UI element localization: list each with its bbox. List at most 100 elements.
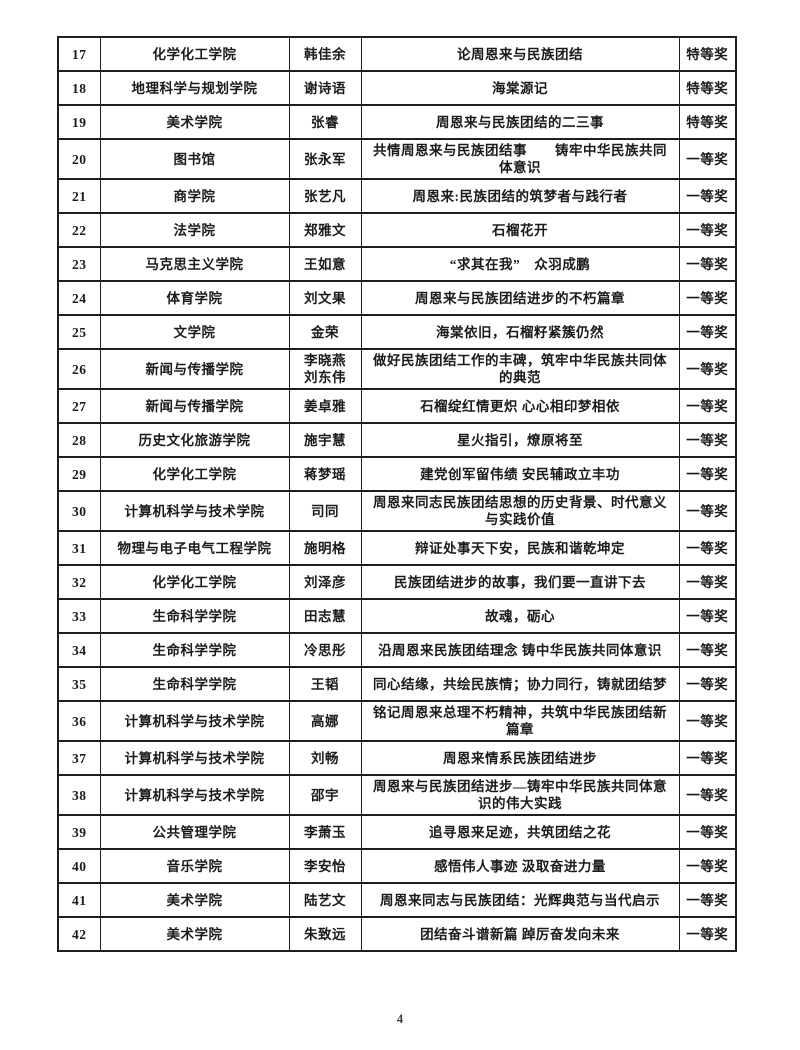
- cell-college: 化学化工学院: [99, 36, 290, 72]
- cell-seq: 30: [57, 490, 101, 532]
- cell-name: 张艺凡: [288, 178, 362, 214]
- cell-name: 李萧玉: [288, 814, 362, 850]
- cell-college: 生命科学学院: [99, 666, 290, 702]
- cell-seq: 31: [57, 530, 101, 566]
- cell-title: 星火指引，燎原将至: [360, 422, 680, 458]
- cell-college: 化学化工学院: [99, 456, 290, 492]
- cell-seq: 37: [57, 740, 101, 776]
- cell-seq: 33: [57, 598, 101, 634]
- cell-seq: 35: [57, 666, 101, 702]
- cell-seq: 36: [57, 700, 101, 742]
- cell-college: 体育学院: [99, 280, 290, 316]
- cell-seq: 32: [57, 564, 101, 600]
- cell-award: 一等奖: [678, 814, 737, 850]
- table-row: 27 新闻与传播学院 姜卓雅 石榴绽红情更炽 心心相印梦相依 一等奖: [57, 388, 737, 424]
- cell-award: 一等奖: [678, 422, 737, 458]
- cell-college: 化学化工学院: [99, 564, 290, 600]
- cell-award: 特等奖: [678, 36, 737, 72]
- cell-seq: 20: [57, 138, 101, 180]
- cell-title: 周恩来:民族团结的筑梦者与践行者: [360, 178, 680, 214]
- cell-seq: 34: [57, 632, 101, 668]
- cell-title: 周恩来同志与民族团结：光辉典范与当代启示: [360, 882, 680, 918]
- cell-title: 民族团结进步的故事，我们要一直讲下去: [360, 564, 680, 600]
- cell-title: 周恩来与民族团结进步的不朽篇章: [360, 280, 680, 316]
- cell-title: 石榴花开: [360, 212, 680, 248]
- cell-college: 文学院: [99, 314, 290, 350]
- cell-award: 一等奖: [678, 490, 737, 532]
- cell-name: 高娜: [288, 700, 362, 742]
- cell-seq: 22: [57, 212, 101, 248]
- page-number: 4: [396, 1012, 404, 1026]
- cell-college: 美术学院: [99, 916, 290, 952]
- cell-title: 做好民族团结工作的丰碑，筑牢中华民族共同体的典范: [360, 348, 680, 390]
- cell-college: 生命科学学院: [99, 598, 290, 634]
- cell-seq: 21: [57, 178, 101, 214]
- cell-title: 感悟伟人事迹 汲取奋进力量: [360, 848, 680, 884]
- cell-name: 陆艺文: [288, 882, 362, 918]
- cell-title: 共情周恩来与民族团结事 铸牢中华民族共同体意识: [360, 138, 680, 180]
- cell-seq: 27: [57, 388, 101, 424]
- cell-college: 地理科学与规划学院: [99, 70, 290, 106]
- cell-name: 王韬: [288, 666, 362, 702]
- cell-name: 冷思彤: [288, 632, 362, 668]
- cell-name: 谢诗语: [288, 70, 362, 106]
- cell-seq: 41: [57, 882, 101, 918]
- table-row: 26 新闻与传播学院 李晓燕 刘东伟 做好民族团结工作的丰碑，筑牢中华民族共同体…: [57, 348, 737, 390]
- cell-name: 司同: [288, 490, 362, 532]
- table-row: 22 法学院 郑雅文 石榴花开 一等奖: [57, 212, 737, 248]
- cell-name: 郑雅文: [288, 212, 362, 248]
- cell-award: 一等奖: [678, 700, 737, 742]
- cell-award: 一等奖: [678, 178, 737, 214]
- cell-title: 建党创军留伟绩 安民辅政立丰功: [360, 456, 680, 492]
- table-row: 38 计算机科学与技术学院 邵宇 周恩来与民族团结进步—铸牢中华民族共同体意识的…: [57, 774, 737, 816]
- cell-name: 张永军: [288, 138, 362, 180]
- cell-seq: 24: [57, 280, 101, 316]
- cell-title: 周恩来与民族团结进步—铸牢中华民族共同体意识的伟大实践: [360, 774, 680, 816]
- cell-award: 一等奖: [678, 212, 737, 248]
- cell-title: 辩证处事天下安，民族和谐乾坤定: [360, 530, 680, 566]
- cell-name: 施宇慧: [288, 422, 362, 458]
- cell-college: 公共管理学院: [99, 814, 290, 850]
- cell-college: 生命科学学院: [99, 632, 290, 668]
- cell-seq: 39: [57, 814, 101, 850]
- award-table: 17 化学化工学院 韩佳余 论周恩来与民族团结 特等奖 18 地理科学与规划学院…: [57, 36, 737, 952]
- cell-name: 蒋梦瑶: [288, 456, 362, 492]
- cell-award: 一等奖: [678, 246, 737, 282]
- cell-award: 一等奖: [678, 882, 737, 918]
- cell-college: 马克思主义学院: [99, 246, 290, 282]
- cell-seq: 28: [57, 422, 101, 458]
- cell-award: 一等奖: [678, 138, 737, 180]
- table-row: 33 生命科学学院 田志慧 故魂，砺心 一等奖: [57, 598, 737, 634]
- cell-name: 金荣: [288, 314, 362, 350]
- cell-seq: 25: [57, 314, 101, 350]
- cell-seq: 26: [57, 348, 101, 390]
- cell-college: 美术学院: [99, 882, 290, 918]
- cell-name: 李晓燕 刘东伟: [288, 348, 362, 390]
- cell-college: 音乐学院: [99, 848, 290, 884]
- table-row: 30 计算机科学与技术学院 司同 周恩来同志民族团结思想的历史背景、时代意义与实…: [57, 490, 737, 532]
- table-row: 35 生命科学学院 王韬 同心结缘，共绘民族情；协力同行，铸就团结梦 一等奖: [57, 666, 737, 702]
- table-row: 24 体育学院 刘文果 周恩来与民族团结进步的不朽篇章 一等奖: [57, 280, 737, 316]
- cell-name: 施明格: [288, 530, 362, 566]
- cell-award: 一等奖: [678, 564, 737, 600]
- cell-name: 邵宇: [288, 774, 362, 816]
- cell-award: 特等奖: [678, 104, 737, 140]
- table-row: 17 化学化工学院 韩佳余 论周恩来与民族团结 特等奖: [57, 36, 737, 72]
- cell-name: 田志慧: [288, 598, 362, 634]
- cell-college: 物理与电子电气工程学院: [99, 530, 290, 566]
- cell-title: 铭记周恩来总理不朽精神，共筑中华民族团结新篇章: [360, 700, 680, 742]
- cell-award: 一等奖: [678, 774, 737, 816]
- table-row: 36 计算机科学与技术学院 高娜 铭记周恩来总理不朽精神，共筑中华民族团结新篇章…: [57, 700, 737, 742]
- table-row: 37 计算机科学与技术学院 刘畅 周恩来情系民族团结进步 一等奖: [57, 740, 737, 776]
- table-row: 41 美术学院 陆艺文 周恩来同志与民族团结：光辉典范与当代启示 一等奖: [57, 882, 737, 918]
- cell-seq: 42: [57, 916, 101, 952]
- table-row: 20 图书馆 张永军 共情周恩来与民族团结事 铸牢中华民族共同体意识 一等奖: [57, 138, 737, 180]
- cell-college: 历史文化旅游学院: [99, 422, 290, 458]
- cell-name: 姜卓雅: [288, 388, 362, 424]
- table-row: 34 生命科学学院 冷思彤 沿周恩来民族团结理念 铸中华民族共同体意识 一等奖: [57, 632, 737, 668]
- table-row: 21 商学院 张艺凡 周恩来:民族团结的筑梦者与践行者 一等奖: [57, 178, 737, 214]
- cell-title: 海棠依旧，石榴籽紧簇仍然: [360, 314, 680, 350]
- cell-name: 王如意: [288, 246, 362, 282]
- cell-college: 新闻与传播学院: [99, 388, 290, 424]
